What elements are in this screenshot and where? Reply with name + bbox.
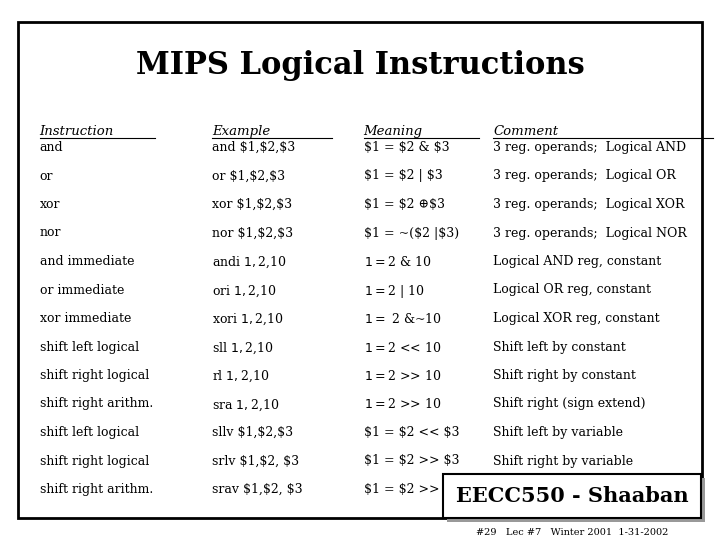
Text: $1 = $2 >> 10: $1 = $2 >> 10 [364, 397, 441, 411]
Text: shift left logical: shift left logical [40, 341, 139, 354]
Text: sllv $1,$2,$3: sllv $1,$2,$3 [212, 426, 294, 439]
Text: Shift left by variable: Shift left by variable [493, 426, 624, 439]
Text: $1 = $2 & 10: $1 = $2 & 10 [364, 255, 431, 269]
Text: and: and [40, 141, 63, 154]
Text: or $1,$2,$3: or $1,$2,$3 [212, 170, 286, 183]
Text: Logical XOR reg, constant: Logical XOR reg, constant [493, 312, 660, 325]
Bar [447, 478, 705, 522]
Text: $1 = ~$2 &~10: $1 = ~$2 &~10 [364, 312, 441, 326]
Text: $1 = $2 << 10: $1 = $2 << 10 [364, 341, 441, 354]
Text: Shift right (sign extend): Shift right (sign extend) [493, 397, 646, 410]
Text: xor $1,$2,$3: xor $1,$2,$3 [212, 198, 292, 211]
Text: Meaning: Meaning [364, 125, 423, 138]
Text: 3 reg. operands;  Logical NOR: 3 reg. operands; Logical NOR [493, 226, 687, 240]
Text: shift right arithm.: shift right arithm. [40, 397, 153, 410]
Text: or immediate: or immediate [40, 284, 124, 296]
Text: MIPS Logical Instructions: MIPS Logical Instructions [135, 50, 585, 81]
Text: Logical AND reg, constant: Logical AND reg, constant [493, 255, 662, 268]
Bar [443, 474, 701, 518]
Text: 3 reg. operands;  Logical XOR: 3 reg. operands; Logical XOR [493, 198, 685, 211]
Text: Shift right by constant: Shift right by constant [493, 369, 636, 382]
Text: Shift right arith. by variable: Shift right arith. by variable [493, 483, 672, 496]
Text: Instruction: Instruction [40, 125, 114, 138]
Text: shift right arithm.: shift right arithm. [40, 483, 153, 496]
Text: Example: Example [212, 125, 271, 138]
Text: nor: nor [40, 226, 61, 240]
Text: $1 = $2 << $3: $1 = $2 << $3 [364, 426, 459, 439]
Text: $1 = $2 >> $3: $1 = $2 >> $3 [364, 455, 459, 468]
Text: xori $1, $2,10: xori $1, $2,10 [212, 312, 284, 327]
Text: xor immediate: xor immediate [40, 312, 131, 325]
Text: EECC550 - Shaaban: EECC550 - Shaaban [456, 486, 688, 506]
Text: srlv $1,$2, $3: srlv $1,$2, $3 [212, 455, 300, 468]
Text: ori $1,$2,10: ori $1,$2,10 [212, 284, 277, 299]
Text: #29   Lec #7   Winter 2001  1-31-2002: #29 Lec #7 Winter 2001 1-31-2002 [476, 528, 668, 537]
Text: 3 reg. operands;  Logical OR: 3 reg. operands; Logical OR [493, 170, 676, 183]
Text: Logical OR reg, constant: Logical OR reg, constant [493, 284, 651, 296]
Text: rl $1,$2,10: rl $1,$2,10 [212, 369, 270, 384]
Text: srav $1,$2, $3: srav $1,$2, $3 [212, 483, 303, 496]
Text: xor: xor [40, 198, 60, 211]
Text: shift right logical: shift right logical [40, 369, 149, 382]
Text: sra $1,$2,10: sra $1,$2,10 [212, 397, 279, 413]
Text: $1 = $2 >> $3: $1 = $2 >> $3 [364, 483, 459, 496]
Text: andi $1,$2,10: andi $1,$2,10 [212, 255, 287, 271]
Text: $1 = $2 >> 10: $1 = $2 >> 10 [364, 369, 441, 383]
Text: shift left logical: shift left logical [40, 426, 139, 439]
Text: Shift right by variable: Shift right by variable [493, 455, 634, 468]
Text: and immediate: and immediate [40, 255, 134, 268]
Text: sll $1,$2,10: sll $1,$2,10 [212, 341, 274, 356]
Text: Shift left by constant: Shift left by constant [493, 341, 626, 354]
Text: $1 = $2 ⊕$3: $1 = $2 ⊕$3 [364, 198, 445, 211]
Text: or: or [40, 170, 53, 183]
Text: shift right logical: shift right logical [40, 455, 149, 468]
Text: $1 = $2 | 10: $1 = $2 | 10 [364, 284, 424, 300]
Text: $1 = ~($2 |$3): $1 = ~($2 |$3) [364, 226, 459, 240]
Text: 3 reg. operands;  Logical AND: 3 reg. operands; Logical AND [493, 141, 686, 154]
Text: Comment: Comment [493, 125, 558, 138]
Text: and $1,$2,$3: and $1,$2,$3 [212, 141, 296, 154]
Text: nor $1,$2,$3: nor $1,$2,$3 [212, 226, 294, 240]
Text: $1 = $2 | $3: $1 = $2 | $3 [364, 170, 442, 183]
Text: $1 = $2 & $3: $1 = $2 & $3 [364, 141, 449, 154]
